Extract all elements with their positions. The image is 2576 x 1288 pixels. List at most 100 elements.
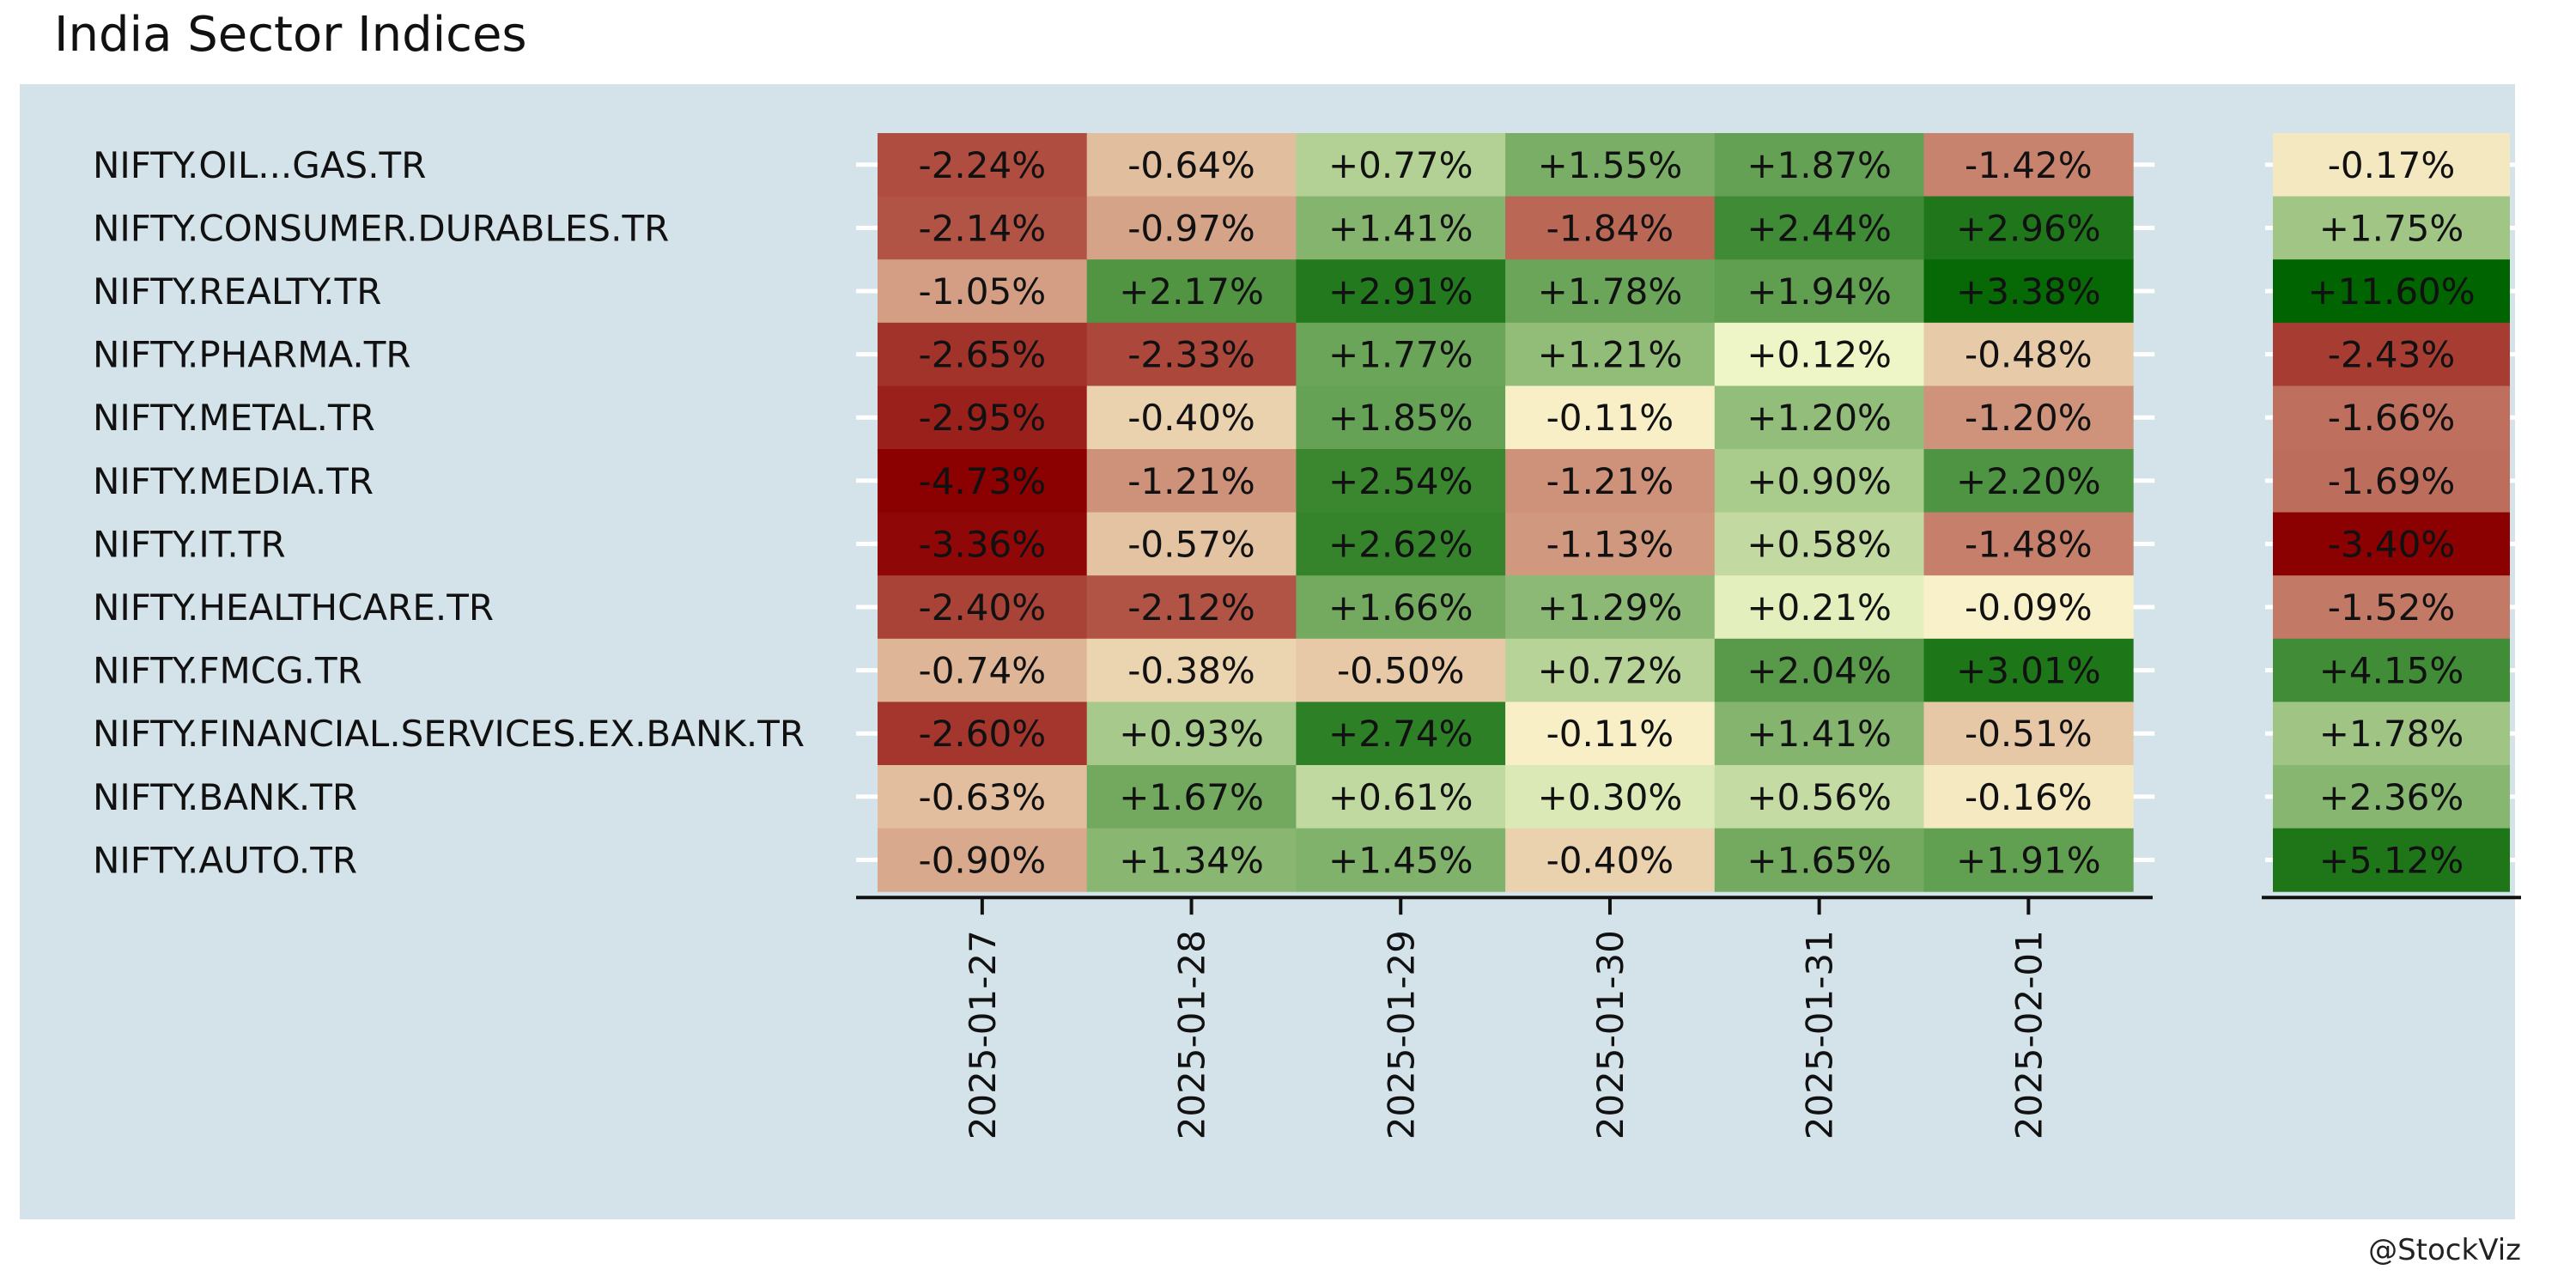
cell-value-label: +1.77% (1328, 334, 1473, 376)
heatmap-cell (1086, 133, 1297, 197)
heatmap-cell (1714, 828, 1924, 892)
heatmap-cell (878, 638, 1088, 702)
heatmap-cell (1505, 259, 1716, 324)
row-label: NIFTY.CONSUMER.DURABLES.TR (93, 207, 669, 249)
cell-value-label: -2.40% (919, 586, 1047, 629)
heatmap-cell (1086, 765, 1297, 829)
heatmap-cell (1086, 575, 1297, 640)
cell-value-label: -0.11% (1546, 397, 1674, 439)
total-cell (2273, 575, 2510, 640)
total-value-label: +2.36% (2319, 776, 2464, 818)
cell-value-label: -0.90% (919, 839, 1047, 881)
cell-value-label: +1.87% (1747, 144, 1892, 186)
total-cell (2273, 322, 2510, 386)
row-label: NIFTY.HEALTHCARE.TR (93, 586, 494, 629)
x-tick-label: 2025-01-27 (962, 930, 1004, 1139)
heatmap-cell (1296, 702, 1506, 766)
heatmap-cell (1923, 828, 2134, 892)
cell-value-label: +1.55% (1538, 144, 1683, 186)
cell-value-label: +2.04% (1747, 650, 1892, 692)
cell-value-label: -1.20% (1965, 397, 2093, 439)
heatmap-cell (1923, 765, 2134, 829)
heatmap-cell (1296, 449, 1506, 513)
heatmap-cell (1923, 575, 2134, 640)
heatmap-cell (878, 828, 1088, 892)
total-cell (2273, 765, 2510, 829)
cell-value-label: +2.20% (1956, 460, 2101, 502)
heatmap-cell (1923, 638, 2134, 702)
heatmap-cell (1505, 386, 1716, 450)
cell-value-label: -0.64% (1127, 144, 1255, 186)
cell-value-label: -0.16% (1965, 776, 2093, 818)
cell-value-label: +0.77% (1328, 144, 1473, 186)
heatmap-cell (1296, 575, 1506, 640)
heatmap-cell (1505, 575, 1716, 640)
cell-value-label: +1.85% (1328, 397, 1473, 439)
heatmap-cell (878, 449, 1088, 513)
total-cell (2273, 449, 2510, 513)
heatmap-cell (1296, 386, 1506, 450)
total-value-label: -1.69% (2328, 460, 2456, 502)
cell-value-label: +0.90% (1747, 460, 1892, 502)
heatmap-cell (1714, 133, 1924, 197)
cell-value-label: -2.24% (919, 144, 1047, 186)
total-cell (2273, 638, 2510, 702)
cell-value-label: +2.17% (1119, 270, 1264, 313)
cell-value-label: +2.91% (1328, 270, 1473, 313)
cell-value-label: -2.12% (1127, 586, 1255, 629)
cell-value-label: -2.65% (919, 334, 1047, 376)
row-label: NIFTY.MEDIA.TR (93, 460, 374, 502)
heatmap-cell (1086, 322, 1297, 386)
heatmap-cell (1086, 386, 1297, 450)
cell-value-label: -2.33% (1127, 334, 1255, 376)
row-label: NIFTY.FMCG.TR (93, 650, 362, 692)
heatmap-cell (1923, 702, 2134, 766)
row-label: NIFTY.FINANCIAL.SERVICES.EX.BANK.TR (93, 713, 805, 755)
cell-value-label: +1.67% (1119, 776, 1264, 818)
cell-value-label: -0.63% (919, 776, 1047, 818)
heatmap-cell (1296, 133, 1506, 197)
heatmap-cell (1714, 322, 1924, 386)
total-value-label: +11.60% (2307, 270, 2475, 313)
heatmap-cell (1086, 702, 1297, 766)
heatmap-cell (878, 196, 1088, 260)
heatmap-cell (1505, 638, 1716, 702)
heatmap-cell (1714, 449, 1924, 513)
heatmap-cell (1086, 512, 1297, 576)
row-label: NIFTY.BANK.TR (93, 776, 357, 818)
row-label: NIFTY.AUTO.TR (93, 839, 357, 881)
cell-value-label: +2.96% (1956, 207, 2101, 249)
cell-value-label: -1.48% (1965, 523, 2093, 565)
cell-value-label: +1.41% (1747, 713, 1892, 755)
cell-value-label: -4.73% (919, 460, 1047, 502)
cell-value-label: +0.93% (1119, 713, 1264, 755)
total-cell (2273, 702, 2510, 766)
cell-value-label: -0.50% (1337, 650, 1465, 692)
cell-value-label: -0.51% (1965, 713, 2093, 755)
heatmap-cell (1505, 702, 1716, 766)
row-label: NIFTY.METAL.TR (93, 397, 375, 439)
heatmap-cell (1296, 828, 1506, 892)
cell-value-label: -0.11% (1546, 713, 1674, 755)
heatmap-cell (1714, 702, 1924, 766)
heatmap-cell (1086, 828, 1297, 892)
x-tick-label: 2025-01-28 (1171, 930, 1213, 1139)
heatmap-cell (1923, 322, 2134, 386)
total-value-label: -2.43% (2328, 334, 2456, 376)
total-value-label: +1.78% (2319, 713, 2464, 755)
heatmap-cell (878, 133, 1088, 197)
heatmap-cell (1714, 638, 1924, 702)
cell-value-label: -2.60% (919, 713, 1047, 755)
heatmap-cell (1086, 196, 1297, 260)
heatmap-cell (878, 575, 1088, 640)
cell-value-label: +0.21% (1747, 586, 1892, 629)
cell-value-label: +1.20% (1747, 397, 1892, 439)
total-value-label: +5.12% (2319, 839, 2464, 881)
cell-value-label: +0.12% (1747, 334, 1892, 376)
cell-value-label: +2.44% (1747, 207, 1892, 249)
total-value-label: -3.40% (2328, 523, 2456, 565)
cell-value-label: +1.94% (1747, 270, 1892, 313)
heatmap-cell (1923, 133, 2134, 197)
heatmap-cell (1923, 386, 2134, 450)
heatmap-cell (1505, 512, 1716, 576)
